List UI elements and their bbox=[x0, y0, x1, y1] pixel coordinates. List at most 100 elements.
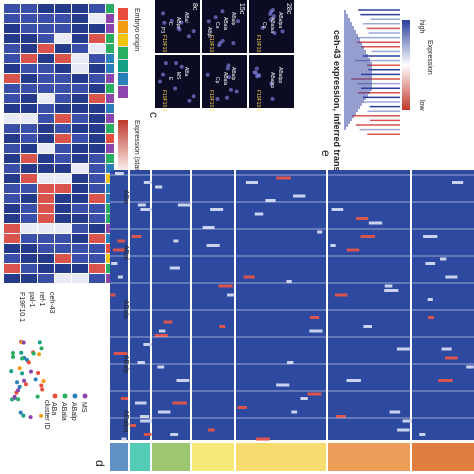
heat-cell bbox=[55, 54, 71, 63]
heat-cell bbox=[21, 264, 37, 273]
heat-mark bbox=[245, 181, 258, 184]
strip bbox=[192, 170, 234, 440]
heat-cell bbox=[55, 74, 71, 83]
heat-mark bbox=[219, 325, 226, 328]
heat-cell bbox=[72, 4, 88, 13]
heat-cell bbox=[21, 214, 37, 223]
legend-expression: Expression (standardized) bbox=[133, 120, 140, 201]
cluster-point bbox=[37, 352, 42, 357]
heat-cell bbox=[4, 14, 20, 23]
heat-mark bbox=[276, 176, 291, 180]
heat-cell bbox=[38, 184, 54, 193]
heat-mark bbox=[355, 217, 369, 220]
heat-cell bbox=[4, 124, 20, 133]
heat-cell bbox=[38, 24, 54, 33]
heat-cell bbox=[89, 54, 105, 63]
heat-mark bbox=[451, 181, 464, 184]
micro-dot bbox=[272, 31, 277, 36]
legend-title: Expression bbox=[426, 40, 433, 75]
heat-cell bbox=[38, 64, 54, 73]
heat-cell bbox=[4, 104, 20, 113]
heat-mark bbox=[402, 419, 413, 423]
heat-mark bbox=[291, 410, 298, 414]
gene-label: F19F10.1 bbox=[208, 35, 214, 57]
heat-mark bbox=[384, 284, 393, 288]
heat-cell bbox=[55, 244, 71, 253]
heat-mark bbox=[293, 194, 306, 198]
micro-dot bbox=[179, 64, 184, 69]
heat-mark bbox=[243, 275, 255, 279]
heat-mark bbox=[121, 437, 127, 441]
heat-mark bbox=[397, 428, 410, 432]
micro-dot bbox=[231, 41, 236, 46]
heat-cell bbox=[21, 204, 37, 213]
heat-cell bbox=[89, 14, 105, 23]
heat-cell bbox=[89, 264, 105, 273]
heat-cell bbox=[72, 14, 88, 23]
heat-cell bbox=[55, 194, 71, 203]
heat-cell bbox=[21, 74, 37, 83]
micro-dot bbox=[270, 96, 275, 101]
heat-cell bbox=[72, 184, 88, 193]
heat-cell bbox=[38, 114, 54, 123]
heat-mark bbox=[134, 401, 147, 405]
origin-cell bbox=[106, 74, 114, 83]
heat-mark bbox=[157, 410, 171, 414]
heat-mark bbox=[307, 392, 322, 396]
heat-cell bbox=[38, 124, 54, 133]
cluster-point bbox=[28, 415, 33, 420]
heat-cell bbox=[89, 204, 105, 213]
micro-dot bbox=[253, 70, 258, 75]
heat-cell bbox=[21, 224, 37, 233]
heat-cell bbox=[4, 154, 20, 163]
micro-dot bbox=[254, 66, 259, 71]
heat-cell bbox=[72, 154, 88, 163]
cell-label: ABala bbox=[222, 17, 228, 31]
heat-cell bbox=[21, 114, 37, 123]
heat-mark bbox=[227, 293, 234, 297]
heat-mark bbox=[210, 208, 224, 211]
heat-mark bbox=[140, 208, 154, 211]
heat-cell bbox=[72, 114, 88, 123]
micro-dot bbox=[191, 94, 196, 99]
heat-mark bbox=[254, 212, 264, 216]
heat-cell bbox=[72, 244, 88, 253]
heat-cell bbox=[21, 154, 37, 163]
heat-cell bbox=[38, 4, 54, 13]
stage-label: 15c bbox=[238, 3, 245, 15]
heat-cell bbox=[55, 24, 71, 33]
heat-mark bbox=[206, 244, 220, 247]
heat-cell bbox=[38, 14, 54, 23]
cluster-swatch bbox=[72, 393, 78, 399]
heat-cell bbox=[55, 34, 71, 43]
heat-cell bbox=[55, 14, 71, 23]
micro-dot bbox=[226, 63, 231, 68]
heat-cell bbox=[21, 14, 37, 23]
heat-cell bbox=[72, 24, 88, 33]
cluster-point bbox=[40, 387, 45, 392]
origin-cell bbox=[106, 54, 114, 63]
cluster-legend: ABa ABala ABalp MS bbox=[50, 393, 88, 421]
heat-cell bbox=[38, 244, 54, 253]
micro-dot bbox=[162, 20, 167, 25]
cluster-point bbox=[16, 388, 21, 393]
micro-dot bbox=[280, 29, 285, 34]
micro-dot bbox=[187, 98, 192, 103]
heat-cell bbox=[72, 54, 88, 63]
heat-cell bbox=[72, 254, 88, 263]
cell-label: ABal bbox=[183, 12, 189, 23]
heat-cell bbox=[89, 254, 105, 263]
heat-cell bbox=[38, 234, 54, 243]
heat-mark bbox=[154, 334, 168, 337]
heat-mark bbox=[140, 419, 153, 423]
micro-dot bbox=[268, 17, 273, 22]
cluster-point bbox=[22, 378, 27, 383]
heat-cell bbox=[89, 274, 105, 283]
strip bbox=[110, 170, 128, 440]
cluster-point bbox=[17, 384, 22, 389]
heat-cell bbox=[55, 124, 71, 133]
heat-mark bbox=[131, 235, 142, 238]
panel-label: d bbox=[93, 460, 107, 467]
heat-cell bbox=[55, 84, 71, 93]
heat-cell bbox=[38, 154, 54, 163]
